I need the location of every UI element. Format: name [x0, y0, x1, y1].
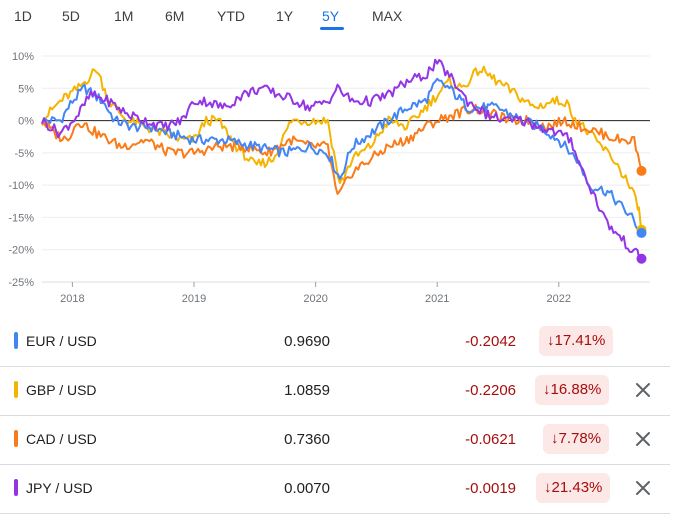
x-tick-label: 2022	[547, 293, 571, 305]
y-tick-label: -15%	[8, 212, 34, 224]
tab-max[interactable]: MAX	[372, 8, 403, 24]
x-tick-label: 2021	[425, 293, 449, 305]
x-tick-label: 2020	[303, 293, 327, 305]
x-tick-label: 2018	[60, 293, 84, 305]
exchange-rate: 0.0070	[284, 480, 330, 497]
down-arrow-icon: ↓	[544, 479, 552, 496]
currency-pair-name[interactable]: EUR / USD	[26, 333, 97, 349]
series-line-cad	[41, 103, 643, 195]
percent-change-value: 17.41%	[554, 332, 606, 349]
currency-pair-name[interactable]: JPY / USD	[26, 480, 93, 496]
y-tick-label: -10%	[8, 180, 34, 192]
series-color-swatch	[14, 479, 18, 496]
currency-row[interactable]: JPY / USD 0.0070 -0.0019 ↓21.43%	[0, 465, 670, 514]
y-tick-label: -25%	[8, 277, 34, 289]
tab-1m[interactable]: 1M	[114, 8, 134, 24]
y-tick-label: -5%	[14, 148, 34, 160]
absolute-change: -0.0019	[465, 480, 516, 497]
currency-row[interactable]: EUR / USD 0.9690 -0.2042 ↓17.41%	[0, 318, 670, 367]
tab-6m[interactable]: 6M	[165, 8, 185, 24]
y-tick-label: 5%	[18, 83, 34, 95]
series-color-swatch	[14, 381, 18, 398]
tab-5d[interactable]: 5D	[62, 8, 80, 24]
y-tick-label: 0%	[18, 116, 34, 128]
percent-change-value: 16.88%	[550, 381, 602, 398]
percent-change-badge: ↓17.41%	[539, 326, 614, 356]
y-tick-label: -20%	[8, 245, 34, 257]
series-color-swatch	[14, 430, 18, 447]
down-arrow-icon: ↓	[543, 381, 551, 398]
absolute-change: -0.2042	[465, 333, 516, 350]
exchange-rate: 1.0859	[284, 382, 330, 399]
percent-change-badge: ↓16.88%	[535, 375, 610, 405]
percent-change-badge: ↓7.78%	[543, 424, 610, 454]
tab-5y[interactable]: 5Y	[322, 8, 340, 24]
exchange-rate: 0.9690	[284, 333, 330, 350]
remove-comparison-close-icon[interactable]	[632, 428, 654, 450]
absolute-change: -0.0621	[465, 431, 516, 448]
series-line-jpy	[41, 58, 643, 262]
remove-comparison-close-icon[interactable]	[632, 379, 654, 401]
exchange-rate: 0.7360	[284, 431, 330, 448]
remove-comparison-close-icon[interactable]	[632, 477, 654, 499]
percent-change-value: 7.78%	[558, 430, 602, 447]
x-tick-label: 2019	[182, 293, 206, 305]
series-endpoint-cad	[636, 165, 647, 176]
active-tab-indicator	[320, 27, 344, 30]
y-tick-label: 10%	[12, 51, 34, 63]
down-arrow-icon: ↓	[547, 332, 555, 349]
absolute-change: -0.2206	[465, 382, 516, 399]
percent-change-value: 21.43%	[551, 479, 603, 496]
tab-1y[interactable]: 1Y	[276, 8, 294, 24]
tab-1d[interactable]: 1D	[14, 8, 32, 24]
series-color-swatch	[14, 332, 18, 349]
tab-ytd[interactable]: YTD	[217, 8, 245, 24]
series-endpoint-jpy	[636, 253, 647, 264]
time-range-tabs: 1D 5D 1M 6M YTD 1Y 5Y MAX	[0, 0, 688, 34]
series-line-gbp	[41, 65, 643, 230]
series-endpoint-eur	[636, 227, 647, 238]
fx-line-chart: 10% 5% 0% -5% -10% -15% -20% -25% 2018 2019 2020 2…	[8, 51, 650, 305]
currency-pair-name[interactable]: CAD / USD	[26, 431, 97, 447]
down-arrow-icon: ↓	[551, 430, 559, 447]
percent-change-badge: ↓21.43%	[536, 473, 611, 503]
currency-row[interactable]: CAD / USD 0.7360 -0.0621 ↓7.78%	[0, 416, 670, 465]
currency-pair-name[interactable]: GBP / USD	[26, 382, 97, 398]
currency-row[interactable]: GBP / USD 1.0859 -0.2206 ↓16.88%	[0, 367, 670, 416]
